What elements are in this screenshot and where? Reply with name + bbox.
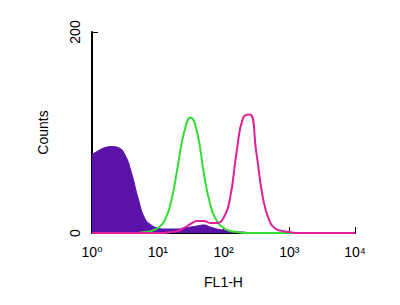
svg-text:10⁰: 10⁰	[81, 244, 103, 260]
svg-text:10³: 10³	[279, 244, 300, 260]
svg-text:10¹: 10¹	[148, 244, 169, 260]
svg-text:200: 200	[67, 20, 83, 44]
svg-text:0: 0	[67, 229, 83, 237]
svg-text:10⁴: 10⁴	[344, 244, 366, 260]
svg-text:Counts: Counts	[35, 110, 51, 154]
svg-text:10²: 10²	[213, 244, 234, 260]
svg-text:FL1-H: FL1-H	[204, 274, 243, 290]
